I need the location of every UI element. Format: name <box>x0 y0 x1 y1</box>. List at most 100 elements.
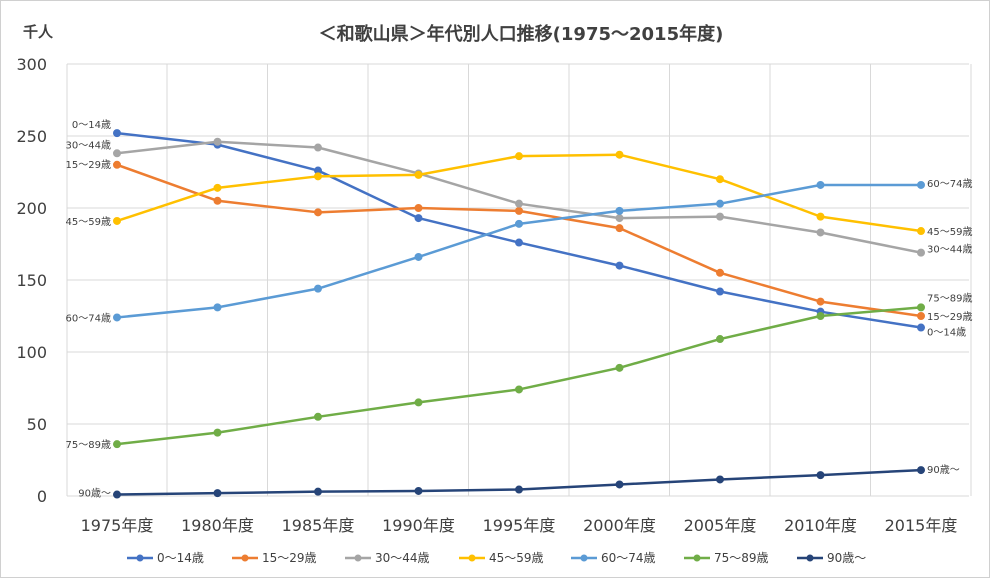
data-point <box>917 248 925 257</box>
data-point <box>414 204 423 212</box>
data-point <box>213 137 222 146</box>
legend-label: 90歳～ <box>827 551 866 565</box>
data-point <box>113 129 121 138</box>
start-label: 15～29歳 <box>66 159 111 171</box>
end-label: 90歳～ <box>927 464 960 476</box>
data-point <box>414 486 423 495</box>
data-point <box>113 490 121 499</box>
x-tick-label: 1980年度 <box>181 516 254 535</box>
start-label: 60～74歳 <box>66 312 111 324</box>
start-label: 45～59歳 <box>66 216 111 228</box>
y-tick-label: 300 <box>16 55 47 74</box>
end-label: 15～29歳 <box>927 311 972 323</box>
data-point <box>615 363 624 372</box>
data-point <box>615 224 624 233</box>
data-point <box>917 312 925 320</box>
data-point <box>917 303 925 312</box>
start-label: 0～14歳 <box>72 119 111 131</box>
series-lines <box>113 129 925 499</box>
x-tick-label: 2015年度 <box>885 516 958 535</box>
data-point <box>515 485 523 494</box>
legend-label: 75～89歳 <box>714 551 769 565</box>
data-point <box>515 199 523 208</box>
data-point <box>615 150 624 159</box>
y-tick-label: 250 <box>16 127 47 146</box>
legend-marker <box>693 554 701 562</box>
x-tick-label: 2000年度 <box>583 516 656 535</box>
end-label: 0～14歳 <box>927 327 966 339</box>
data-point <box>816 212 825 221</box>
data-point <box>314 172 322 181</box>
x-tick-label: 1990年度 <box>382 516 455 535</box>
data-point <box>113 149 121 158</box>
y-tick-label: 0 <box>37 487 47 506</box>
data-point <box>213 303 222 312</box>
legend-label: 45～59歳 <box>489 551 544 565</box>
data-point <box>816 312 825 320</box>
data-point <box>917 323 925 332</box>
data-point <box>414 170 423 179</box>
data-point <box>917 466 925 475</box>
legend-marker <box>136 554 144 562</box>
data-point <box>615 480 624 489</box>
legend-marker <box>354 554 362 562</box>
gridlines <box>66 63 972 497</box>
data-point <box>414 398 423 407</box>
data-point <box>515 238 523 247</box>
data-point <box>213 489 222 498</box>
data-point <box>314 284 322 293</box>
data-point <box>113 440 121 449</box>
legend-label: 15～29歳 <box>262 551 317 565</box>
data-point <box>716 287 724 296</box>
y-tick-label: 100 <box>16 343 47 362</box>
data-point <box>414 252 423 261</box>
legend-marker <box>580 554 588 562</box>
legend-marker <box>806 554 814 562</box>
data-point <box>816 228 825 237</box>
data-point <box>816 180 825 189</box>
data-point <box>515 219 523 228</box>
y-axis-ticks: 0 50 100 150 200 250 300 <box>16 55 47 506</box>
end-label: 30～44歳 <box>927 244 972 256</box>
end-label: 45～59歳 <box>927 226 972 238</box>
data-point <box>314 487 322 496</box>
legend-marker <box>468 554 476 562</box>
x-tick-label: 2005年度 <box>684 516 757 535</box>
legend-label: 0～14歳 <box>157 551 204 565</box>
data-point <box>716 175 724 184</box>
data-point <box>314 208 322 217</box>
data-point <box>917 227 925 236</box>
data-point <box>816 471 825 480</box>
data-point <box>113 160 121 169</box>
x-tick-label: 1975年度 <box>81 516 154 535</box>
data-point <box>515 152 523 161</box>
start-label: 75～89歳 <box>66 439 111 451</box>
legend-label: 30～44歳 <box>375 551 430 565</box>
start-label: 30～44歳 <box>66 139 111 151</box>
y-tick-label: 150 <box>16 271 47 290</box>
data-point <box>816 297 825 306</box>
data-point <box>716 475 724 484</box>
data-point <box>113 216 121 225</box>
x-tick-label: 2010年度 <box>784 516 857 535</box>
data-point <box>414 214 423 223</box>
data-point <box>615 261 624 270</box>
legend-label: 60～74歳 <box>601 551 656 565</box>
data-point <box>515 206 523 215</box>
series-end-labels: 0～14歳 0～14歳 15～29歳 15～29歳 30～44歳 30～44歳 45～59歳… <box>66 119 973 499</box>
data-point <box>213 428 222 437</box>
legend-marker <box>241 554 249 562</box>
data-point <box>716 335 724 344</box>
series-line-3 <box>116 153 922 233</box>
data-point <box>113 313 121 322</box>
legend: 0～14歳 15～29歳 30～44歳 45～59歳 60～74歳 75～89歳 90歳～ <box>127 551 866 565</box>
y-tick-label: 50 <box>27 415 47 434</box>
x-tick-label: 1995年度 <box>483 516 556 535</box>
data-point <box>515 385 523 394</box>
data-point <box>615 214 624 223</box>
x-axis-ticks: 1975年度 1980年度 1985年度 1990年度 1995年度 2000年度 2005… <box>81 516 958 535</box>
data-point <box>615 206 624 215</box>
data-point <box>917 180 925 189</box>
